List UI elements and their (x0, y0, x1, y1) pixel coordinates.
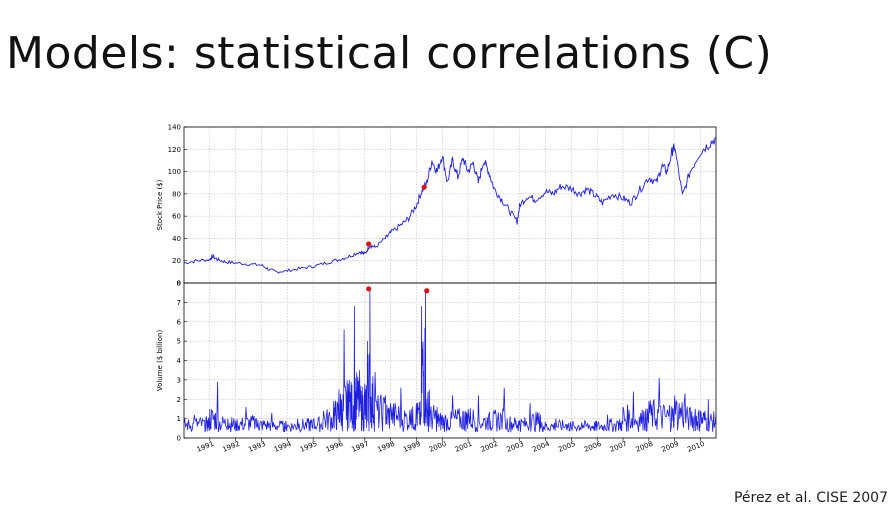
stock-price-line (183, 137, 717, 274)
volume-axis-label: Volume ($ billion) (156, 330, 164, 392)
year-tick-label: 2000 (428, 440, 448, 454)
year-tick-label: 1996 (325, 440, 345, 454)
year-tick-label: 2007 (609, 440, 629, 454)
volume-panel: 0 1 2 3 4 5 6 7 8 1991 1992 1993 1994 1995 1996 1997 19… (156, 280, 717, 454)
year-tick-label: 2001 (454, 440, 474, 454)
year-tick-label: 1991 (196, 440, 216, 454)
year-tick-label: 2010 (686, 440, 706, 454)
year-tick-label: 1997 (351, 440, 371, 454)
volume-line (183, 290, 717, 433)
volume-ytick-label: 6 (177, 318, 182, 326)
year-tick-label: 1994 (273, 440, 293, 454)
year-tick-label: 2009 (660, 440, 680, 454)
stock-price-frame (183, 126, 717, 284)
year-tick-label: 1993 (247, 440, 267, 454)
volume-highlight-point (366, 286, 372, 292)
year-tick-label: 2004 (531, 440, 551, 454)
slide-title: Models: statistical correlations (C) (6, 28, 773, 79)
volume-ytick-label: 8 (177, 280, 181, 288)
year-tick-label: 1999 (402, 440, 422, 454)
stock-price-axis-label: Stock Price ($) (156, 179, 164, 230)
price-ytick-label: 60 (172, 213, 181, 221)
year-tick-label: 2002 (480, 440, 500, 454)
price-ytick-label: 140 (168, 124, 181, 132)
volume-ytick-label: 3 (177, 376, 181, 384)
year-tick-label: 2008 (635, 440, 655, 454)
volume-frame (183, 282, 717, 439)
price-ytick-label: 40 (172, 235, 181, 243)
year-tick-label: 1995 (299, 440, 319, 454)
year-tick-label: 1998 (376, 440, 396, 454)
price-ytick-label: 120 (168, 146, 181, 154)
year-tick-label: 2006 (583, 440, 603, 454)
volume-ytick-label: 1 (177, 415, 181, 423)
volume-ytick-label: 0 (177, 435, 181, 443)
volume-ytick-label: 4 (177, 357, 182, 365)
volume-ytick-label: 7 (177, 299, 181, 307)
year-tick-label: 2005 (557, 440, 577, 454)
price-ytick-label: 20 (172, 257, 181, 265)
price-ytick-label: 100 (168, 168, 181, 176)
volume-ytick-label: 2 (177, 396, 181, 404)
price-highlight-point (366, 241, 372, 247)
volume-ytick-label: 5 (177, 338, 181, 346)
citation: Pérez et al. CISE 2007 (733, 490, 888, 506)
year-tick-label: 2003 (505, 440, 525, 454)
price-ytick-label: 80 (172, 190, 181, 198)
price-highlight-point (421, 184, 427, 190)
volume-highlight-point (424, 288, 430, 294)
year-tick-label: 1992 (221, 440, 241, 454)
price-ytick-label: 0 (177, 280, 181, 288)
stock-price-panel: 0 20 40 60 80 100 120 140 Stock Price ($) (156, 124, 717, 288)
